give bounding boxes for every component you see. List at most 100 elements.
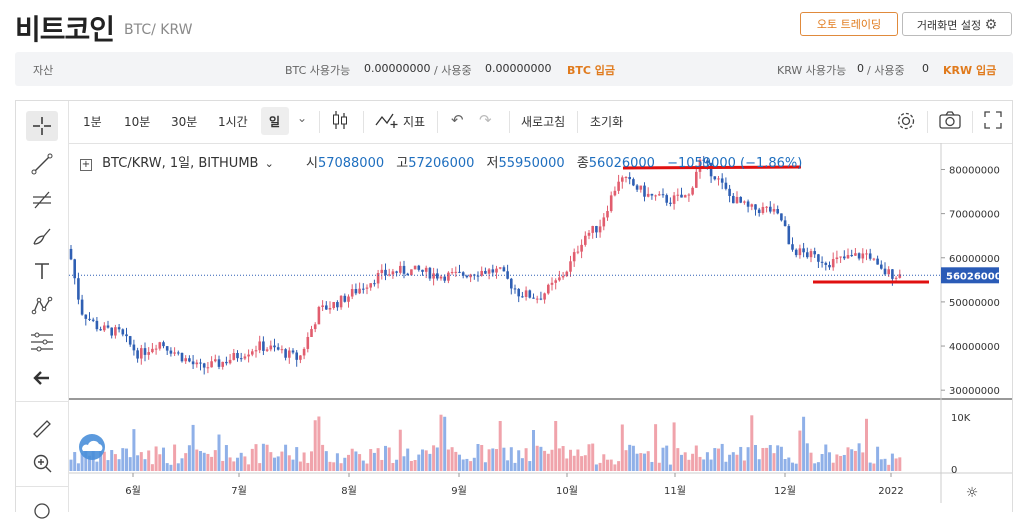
- trendline-icon[interactable]: [26, 149, 58, 179]
- krw-deposit-link[interactable]: KRW 입금: [943, 64, 997, 77]
- volume-bar: [617, 461, 621, 471]
- price-tick-label: 40000000: [949, 342, 1000, 353]
- chart-toolbar: 1분 10분 30분 1시간 일 ⌄ 지표 ↶ ↷ 새로고침 초기화: [69, 101, 1012, 144]
- measure-icon[interactable]: [26, 327, 58, 357]
- volume-bar: [169, 464, 173, 471]
- indicators-button[interactable]: 지표: [403, 115, 426, 129]
- candle: [173, 352, 176, 354]
- candle: [358, 288, 361, 294]
- legend-symbol: BTC/KRW, 1일, BITHUMB: [102, 156, 259, 171]
- candle: [672, 195, 676, 204]
- volume-bar: [347, 454, 350, 471]
- volume-bar: [506, 460, 510, 471]
- candle: [787, 226, 791, 245]
- volume-bar: [853, 450, 857, 471]
- interval-1d[interactable]: 일: [269, 115, 281, 129]
- indicator-icon[interactable]: [375, 111, 399, 132]
- volume-bar: [265, 444, 269, 471]
- candle: [284, 349, 287, 358]
- volume-bar: [106, 460, 110, 471]
- candle: [572, 252, 576, 262]
- text-icon[interactable]: [26, 256, 58, 286]
- fib-icon[interactable]: [26, 185, 58, 215]
- krw-available-value: 0: [857, 62, 864, 75]
- candle: [128, 336, 132, 345]
- volume-bar: [302, 452, 306, 471]
- volume-bar: [384, 445, 387, 471]
- candle: [857, 253, 861, 259]
- volume-bar: [443, 416, 447, 471]
- ruler-icon[interactable]: [26, 414, 58, 444]
- brush-icon[interactable]: [26, 221, 58, 251]
- volume-bar: [354, 451, 358, 471]
- volume-bar: [539, 446, 543, 471]
- candle: [154, 348, 158, 350]
- candle: [191, 361, 195, 365]
- volume-bar: [243, 456, 247, 471]
- volume-bar: [894, 458, 898, 471]
- volume-bar: [254, 444, 258, 471]
- candle: [580, 244, 583, 252]
- volume-bar: [631, 445, 635, 471]
- volume-bar: [365, 463, 369, 471]
- candle: [532, 297, 535, 299]
- volume-bar: [313, 420, 317, 471]
- reset-button[interactable]: 초기화: [590, 115, 624, 129]
- crosshair-icon[interactable]: [26, 111, 58, 141]
- volume-bar: [150, 464, 154, 471]
- back-arrow-icon[interactable]: [26, 363, 58, 393]
- zoom-icon[interactable]: [26, 448, 58, 478]
- interval-1m[interactable]: 1분: [83, 115, 102, 129]
- refresh-button[interactable]: 새로고침: [521, 115, 566, 129]
- candle: [299, 355, 302, 360]
- redo-icon[interactable]: ↷: [479, 111, 492, 129]
- candle: [206, 367, 210, 369]
- btc-deposit-link[interactable]: BTC 입금: [567, 64, 616, 77]
- volume-bar: [528, 461, 532, 471]
- pattern-icon[interactable]: [26, 291, 58, 321]
- fullscreen-icon[interactable]: [984, 111, 1002, 132]
- volume-bar: [698, 456, 702, 471]
- collapse-legend-icon[interactable]: +: [80, 159, 92, 171]
- volume-bar: [602, 454, 606, 471]
- volume-bar: [661, 447, 665, 471]
- volume-bar: [535, 445, 539, 471]
- chevron-down-icon[interactable]: ⌄: [297, 111, 308, 125]
- interval-1h[interactable]: 1시간: [218, 115, 248, 129]
- volume-bar: [88, 455, 91, 471]
- settings-sun-icon: ☼: [966, 485, 979, 501]
- candle: [413, 265, 417, 270]
- candle: [691, 187, 694, 195]
- chart-legend: + BTC/KRW, 1일, BITHUMB ⌄ 시57088000 고5720…: [80, 152, 802, 171]
- volume-bar: [554, 420, 558, 471]
- candle: [569, 261, 572, 272]
- candle: [110, 327, 113, 336]
- candle-type-icon[interactable]: [331, 109, 349, 134]
- undo-icon[interactable]: ↶: [451, 111, 464, 129]
- candle: [735, 196, 739, 204]
- volume-bar: [350, 448, 354, 471]
- candle: [269, 345, 273, 350]
- trade-settings-button[interactable]: 거래화면 설정 ⚙: [902, 12, 1012, 36]
- interval-30m[interactable]: 30분: [171, 115, 198, 129]
- candle: [843, 256, 846, 259]
- candle: [776, 209, 779, 214]
- volume-bar: [606, 459, 609, 471]
- volume-bar: [598, 462, 602, 471]
- volume-bar: [210, 456, 214, 471]
- chart-frame: [15, 100, 1013, 512]
- candle: [802, 248, 805, 253]
- camera-icon[interactable]: [939, 111, 961, 132]
- chevron-down-icon[interactable]: ⌄: [264, 157, 274, 170]
- price-chart[interactable]: 80000000 70000000 60000000 50000000 40000000…: [69, 143, 1012, 512]
- volume-bar: [432, 445, 436, 471]
- interval-10m[interactable]: 10분: [124, 115, 151, 129]
- magnet-icon[interactable]: [26, 496, 58, 526]
- candle: [236, 352, 239, 359]
- gear-icon[interactable]: [896, 111, 916, 134]
- auto-trading-button[interactable]: 오토 트레이딩: [800, 12, 898, 36]
- candle: [720, 178, 724, 183]
- candle: [761, 206, 765, 213]
- candle: [395, 271, 398, 273]
- candle: [406, 273, 409, 276]
